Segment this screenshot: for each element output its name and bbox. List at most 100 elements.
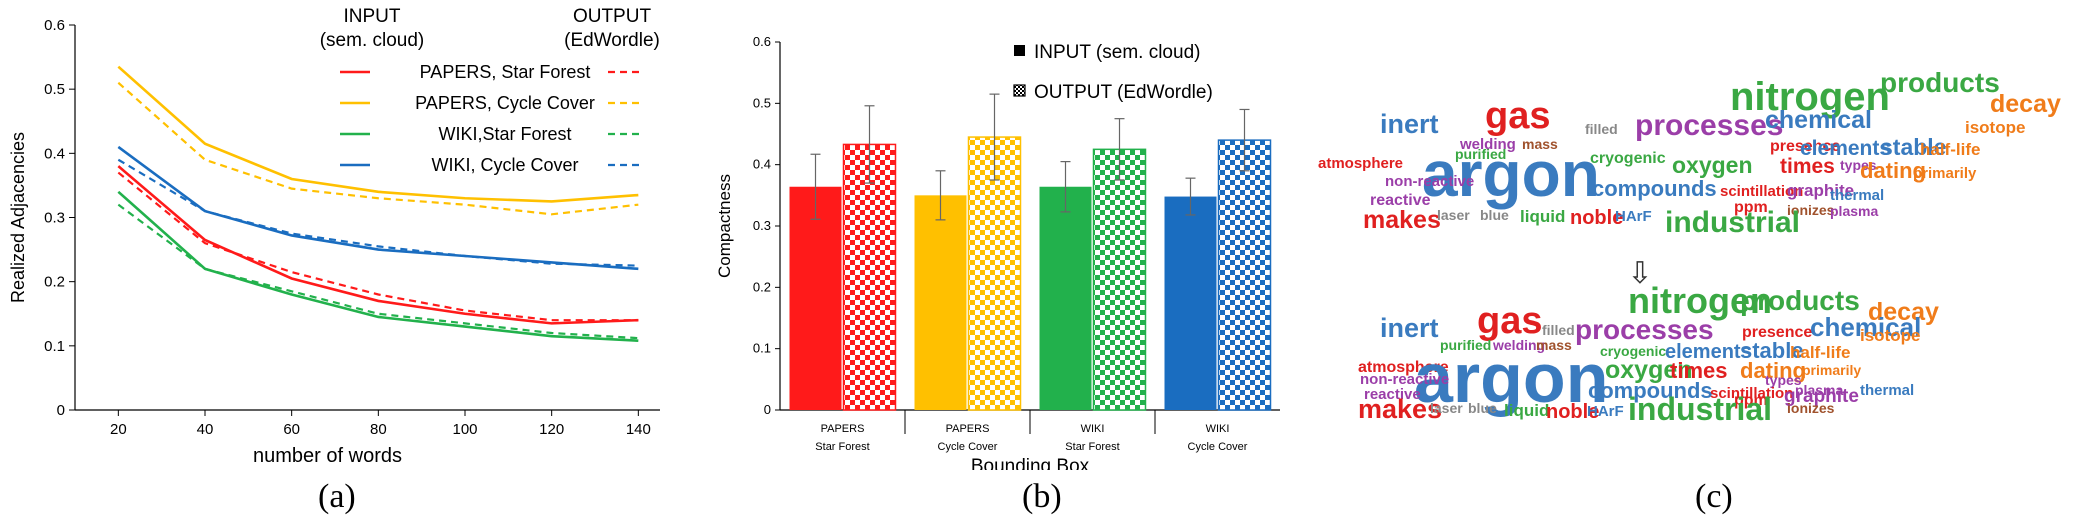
x-tick-label: 80: [370, 421, 387, 438]
word-top: non-reactive: [1385, 173, 1474, 190]
word-bottom: types: [1765, 372, 1802, 388]
panel-b-caption: (b): [1022, 478, 1062, 515]
series-line-output: [117, 158, 639, 267]
series-line-output: [117, 203, 639, 340]
bar-output: [842, 143, 897, 411]
category-label-line2: Cycle Cover: [1188, 441, 1248, 453]
series-line-output: [117, 171, 639, 322]
word-bottom: argon: [1414, 339, 1608, 417]
word-top: industrial: [1665, 206, 1800, 239]
panel-a: 0 0.1 0.2 0.3 0.4 0.5 0.6 20 40 60 80 100 120 140 numb…: [0, 0, 690, 529]
bar-chart: 0 0.1 0.2 0.3 0.4 0.5 0.6 Compactness PAPERS Star…: [715, 34, 1280, 477]
y-tick-label: 0.2: [753, 279, 771, 294]
word-bottom: mass: [1536, 337, 1572, 353]
word-top: types: [1840, 157, 1877, 173]
down-arrow-icon: ⇩: [1627, 257, 1652, 290]
word-bottom: dating: [1740, 358, 1806, 383]
word-bottom: oxygen: [1605, 356, 1693, 384]
x-axis-title: Bounding Box: [971, 456, 1090, 470]
legend-swatch-output: [1013, 84, 1026, 97]
word-bottom: compounds: [1588, 378, 1713, 403]
word-top: welding: [1459, 136, 1516, 153]
series-line-input: [117, 65, 639, 203]
y-tick-label: 0: [764, 402, 771, 417]
word-top: compounds: [1592, 176, 1717, 201]
category-label-line2: Cycle Cover: [938, 441, 998, 453]
word-top: thermal: [1830, 187, 1884, 204]
word-bottom: thermal: [1860, 382, 1914, 399]
legend-label: PAPERS, Cycle Cover: [415, 93, 595, 113]
word-top: gas: [1485, 95, 1550, 137]
series-line-input: [117, 190, 639, 342]
word-bottom: HArF: [1587, 403, 1624, 420]
word-bottom: products: [1740, 285, 1860, 316]
word-bottom: gas: [1477, 300, 1542, 342]
bar-input: [914, 195, 967, 410]
word-bottom: reactive: [1364, 386, 1421, 403]
word-bottom: purified: [1440, 337, 1491, 353]
x-tick-label: 140: [626, 421, 651, 438]
word-top: filled: [1585, 121, 1618, 137]
bar-output: [967, 136, 1022, 411]
word-top: half-life: [1920, 140, 1980, 159]
word-top: isotope: [1965, 118, 2025, 137]
y-tick-label: 0.3: [753, 218, 771, 233]
word-top: graphite: [1787, 181, 1854, 200]
word-bottom: scintillation: [1710, 385, 1793, 402]
word-top: stable: [1880, 134, 1946, 160]
word-bottom: nitrogen: [1628, 280, 1772, 321]
legend-label: WIKI, Cycle Cover: [431, 155, 578, 175]
legend-label-input: INPUT (sem. cloud): [1034, 42, 1200, 63]
word-bottom: inert: [1380, 313, 1439, 343]
category-label-line1: WIKI: [1206, 423, 1230, 435]
word-bottom: half-life: [1790, 343, 1850, 362]
word-bottom: atmosphere: [1358, 359, 1449, 376]
word-top: products: [1880, 67, 2000, 98]
word-bottom: filled: [1542, 322, 1575, 338]
word-top: elements: [1800, 137, 1891, 160]
series-line-output: [117, 81, 639, 216]
word-top: inert: [1380, 109, 1439, 139]
word-top: dating: [1860, 158, 1926, 183]
category-label-line1: PAPERS: [821, 423, 865, 435]
y-tick-label: 0.2: [44, 274, 65, 291]
bar-input: [1039, 186, 1092, 410]
panel-c-caption: (c): [1695, 478, 1733, 515]
word-top: processes: [1635, 109, 1783, 142]
word-top: oxygen: [1672, 152, 1753, 178]
word-top: cryogenic: [1590, 150, 1666, 167]
word-top: times: [1780, 155, 1835, 178]
word-bottom: graphite: [1784, 386, 1859, 407]
word-top: HArF: [1615, 208, 1652, 225]
y-tick-label: 0.1: [753, 341, 771, 356]
y-tick-label: 0.5: [753, 95, 771, 110]
word-top: laser: [1437, 207, 1470, 223]
y-tick-label: 0.3: [44, 210, 65, 227]
word-top: purified: [1455, 146, 1506, 162]
category-label-line2: Star Forest: [1065, 441, 1119, 453]
word-top: liquid: [1520, 207, 1565, 226]
word-bottom: industrial: [1628, 391, 1772, 427]
word-bottom: isotope: [1860, 326, 1920, 345]
panel-b: 0 0.1 0.2 0.3 0.4 0.5 0.6 Compactness PAPERS Star…: [700, 0, 1290, 529]
word-top: primarily: [1913, 165, 1977, 182]
panel-a-caption: (a): [318, 478, 356, 515]
word-top: ppm: [1734, 199, 1768, 216]
word-bottom: processes: [1575, 314, 1714, 345]
y-tick-label: 0.4: [753, 157, 771, 172]
word-bottom: noble: [1546, 401, 1599, 423]
legend-label: PAPERS, Star Forest: [420, 62, 591, 82]
word-bottom: ppm: [1734, 392, 1768, 409]
word-top: reactive: [1370, 192, 1431, 209]
category-label-line1: PAPERS: [946, 423, 990, 435]
word-top: plasma: [1830, 203, 1878, 219]
y-tick-label: 0.4: [44, 145, 65, 162]
word-top: blue: [1480, 207, 1509, 223]
word-bottom: laser: [1430, 400, 1463, 416]
x-tick-label: 40: [197, 421, 214, 438]
panel-c: nitrogen products decay inert gas filled proce…: [1300, 0, 2073, 529]
line-chart: 0 0.1 0.2 0.3 0.4 0.5 0.6 20 40 60 80 100 120 140 numb…: [8, 6, 660, 467]
legend-label-output: OUTPUT (EdWordle): [1034, 82, 1213, 103]
legend-header-output-sub: (EdWordle): [564, 30, 660, 51]
